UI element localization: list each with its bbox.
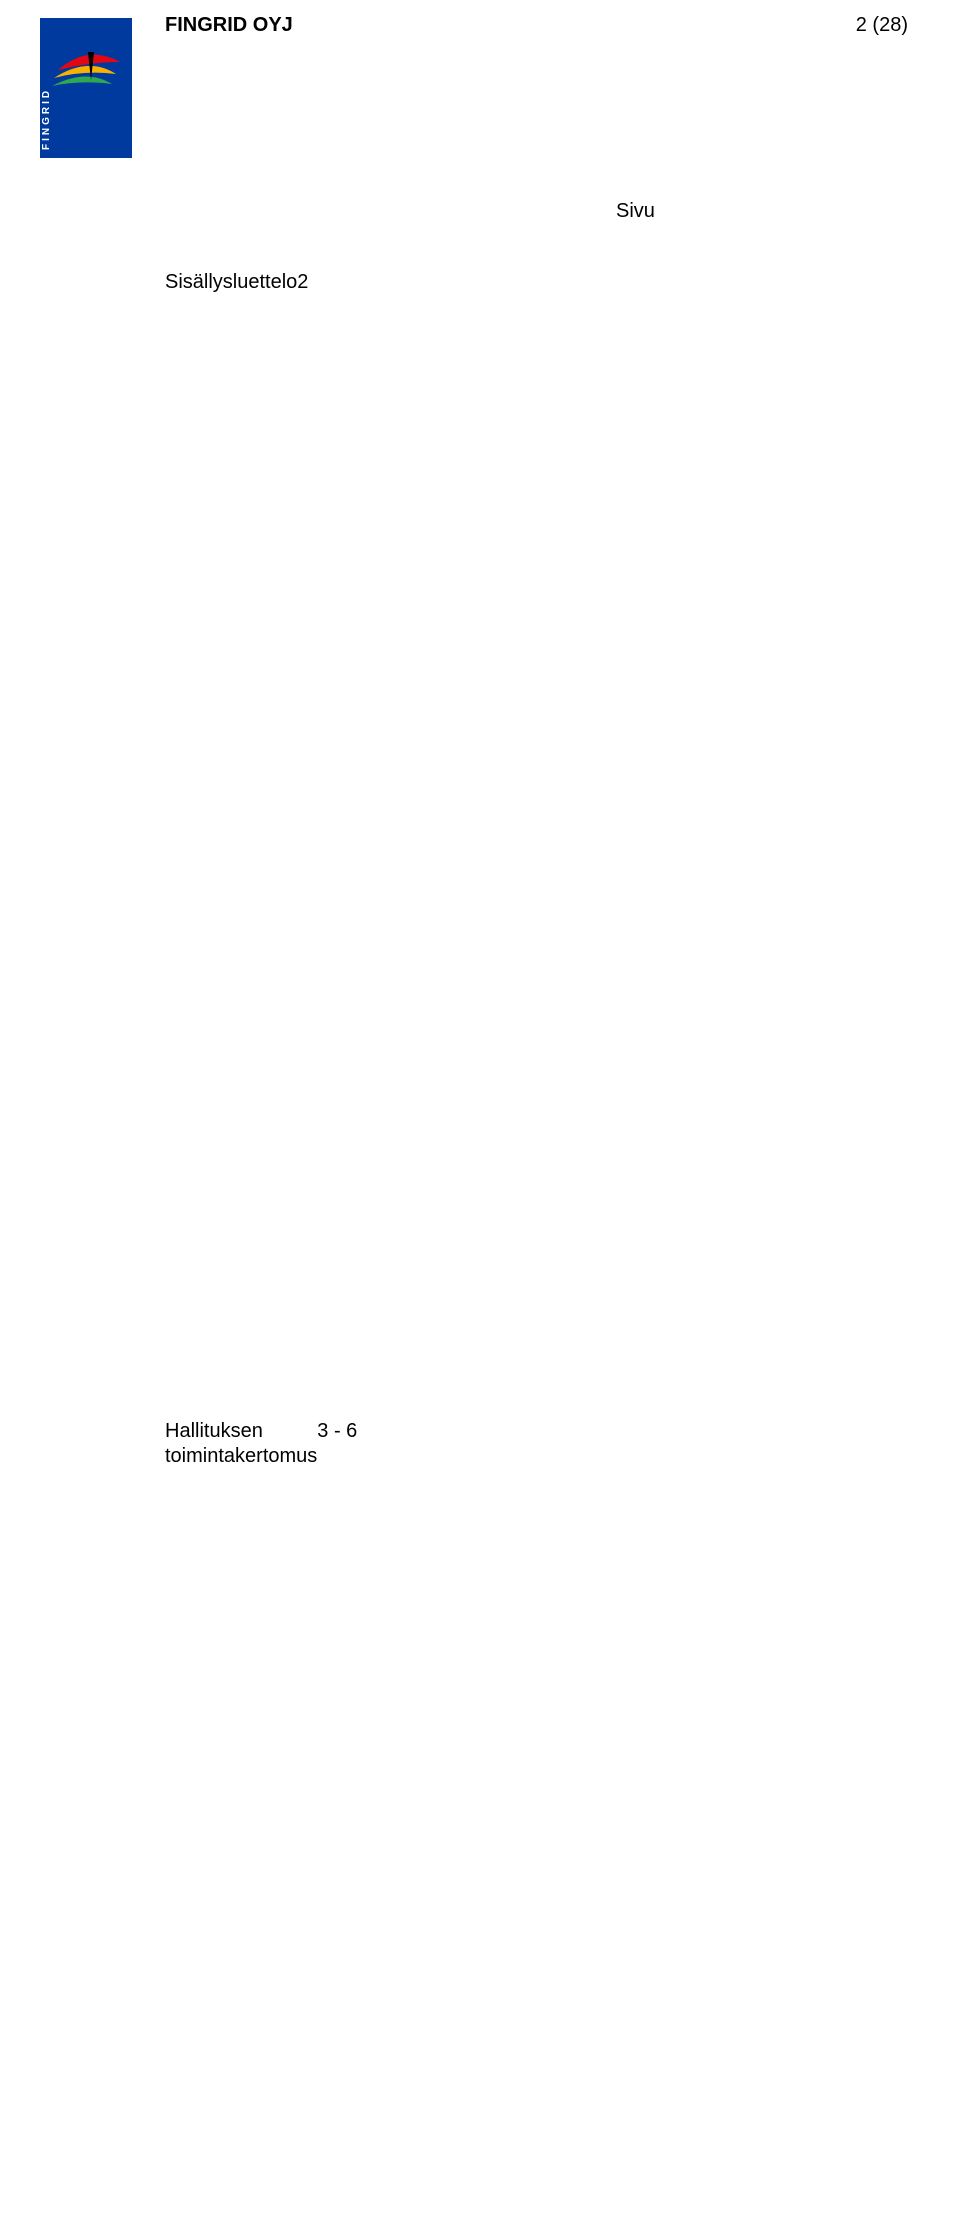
logo-shape-2 <box>52 76 112 86</box>
toc-page: 2 <box>297 270 885 1377</box>
toc-label: Hallituksen toimintakertomus <box>165 1419 317 2214</box>
table-of-contents: Sisällysluettelo 2 Hallituksen toimintak… <box>165 270 885 2214</box>
brand-mark <box>48 40 124 90</box>
brand-birds-icon <box>48 40 124 90</box>
toc-label: Sisällysluettelo <box>165 270 297 1377</box>
page-indicator: 2 (28) <box>856 14 908 37</box>
toc-row: Hallituksen toimintakertomus 3 - 6 <box>165 1419 885 2214</box>
company-name: FINGRID OYJ <box>165 14 293 37</box>
document-page: FINGRID FINGRID OYJ 2 (28) Sivu Sisällys… <box>0 0 960 1107</box>
toc-row: Sisällysluettelo 2 <box>165 270 885 1377</box>
brand-logo: FINGRID <box>40 18 132 158</box>
brand-text: FINGRID <box>41 88 52 150</box>
column-heading-page: Sivu <box>616 200 655 223</box>
toc-page: 3 - 6 <box>317 1419 885 2214</box>
